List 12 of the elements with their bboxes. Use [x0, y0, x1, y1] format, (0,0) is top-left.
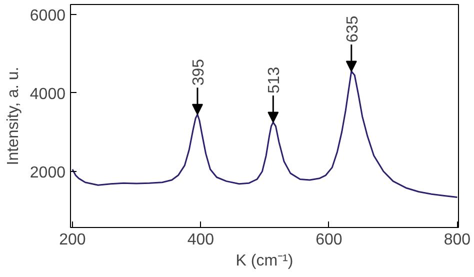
y-tick-label: 6000: [30, 7, 66, 24]
x-tick-label: 600: [316, 232, 342, 248]
x-tick-label: 400: [187, 232, 214, 248]
annotation: 395: [190, 58, 208, 86]
y-tick-label: 4000: [30, 86, 66, 103]
x-tick-label: 200: [59, 232, 86, 248]
y-tick-label: 2000: [30, 164, 66, 182]
x-tick-label: 800: [444, 232, 471, 248]
y-axis-title: Intensity, a. u.: [4, 66, 22, 166]
x-axis-title: K (cm⁻¹): [236, 252, 294, 270]
annotation: 513: [266, 66, 284, 94]
annotation: 635: [344, 16, 362, 42]
